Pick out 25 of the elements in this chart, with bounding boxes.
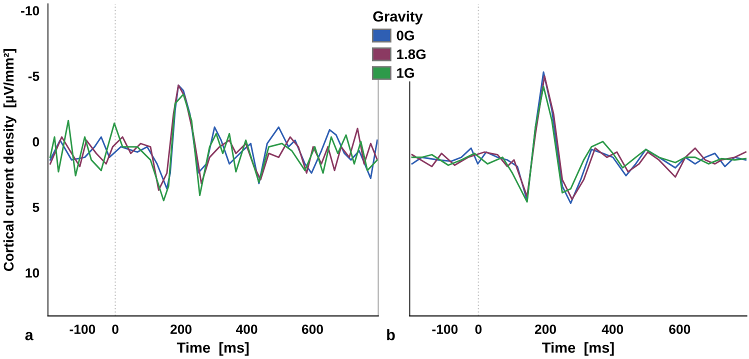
x-axis-title: Time [ms] <box>542 342 614 356</box>
x-tick-label: 600 <box>302 324 323 334</box>
x-tick-label: -100 <box>432 324 458 334</box>
y-tick-label: -10 <box>21 6 40 16</box>
x-tick-label: -100 <box>70 324 96 334</box>
x-tick-label: 0 <box>112 324 118 334</box>
text: b <box>387 329 395 340</box>
y-tick-label: 0 <box>32 137 40 146</box>
y-tick-label: 10 <box>26 268 40 278</box>
legend-label: 1.8G <box>397 49 426 60</box>
legend-label: 1G <box>397 68 414 78</box>
x-tick-label: 400 <box>236 324 258 334</box>
x-tick-label: 200 <box>534 324 556 334</box>
x-tick-label: 400 <box>602 324 624 334</box>
y-axis-title: Cortical current density [µV/mm²] <box>3 49 16 272</box>
text: a <box>25 332 34 340</box>
legend-title: Gravity <box>373 10 423 24</box>
x-tick-label: 200 <box>170 324 192 334</box>
x-axis-title: Time [ms] <box>176 342 249 356</box>
legend-label: 0G <box>396 30 414 40</box>
line-series <box>49 94 378 202</box>
y-tick-label: -5 <box>28 72 40 81</box>
x-tick-label: 0 <box>475 324 482 334</box>
y-tick-label: 5 <box>32 202 40 212</box>
x-tick-label: 600 <box>669 324 690 334</box>
